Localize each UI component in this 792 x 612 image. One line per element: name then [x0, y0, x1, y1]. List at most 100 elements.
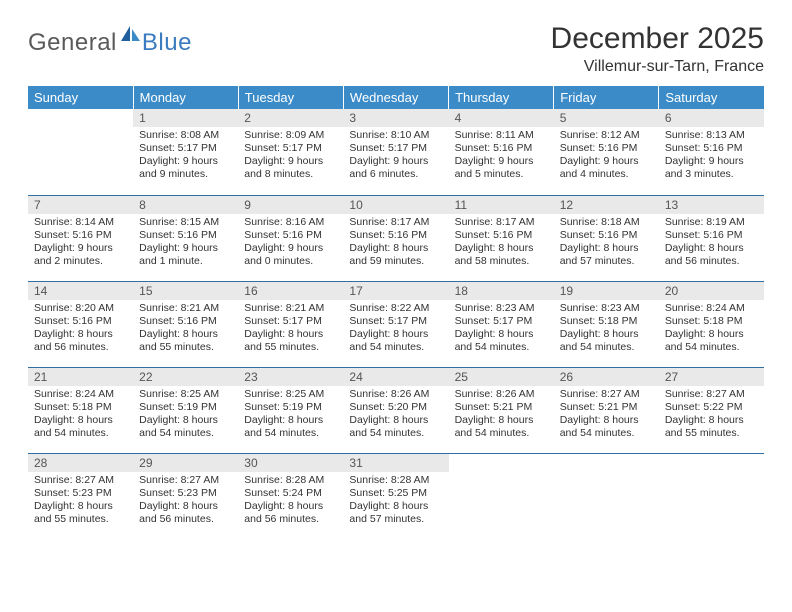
day-info: Sunrise: 8:09 AMSunset: 5:17 PMDaylight:… [238, 127, 343, 186]
sunrise-text: Sunrise: 8:20 AM [34, 302, 127, 315]
sunrise-text: Sunrise: 8:13 AM [665, 129, 758, 142]
daylight-text: Daylight: 8 hours and 56 minutes. [244, 500, 337, 526]
calendar-week-row: 7Sunrise: 8:14 AMSunset: 5:16 PMDaylight… [28, 195, 764, 281]
sunset-text: Sunset: 5:25 PM [349, 487, 442, 500]
sunset-text: Sunset: 5:17 PM [139, 142, 232, 155]
daylight-text: Daylight: 8 hours and 57 minutes. [349, 500, 442, 526]
col-wednesday: Wednesday [343, 86, 448, 109]
sunrise-text: Sunrise: 8:26 AM [455, 388, 548, 401]
daylight-text: Daylight: 8 hours and 54 minutes. [665, 328, 758, 354]
day-number: 21 [28, 368, 133, 386]
sunset-text: Sunset: 5:16 PM [139, 229, 232, 242]
sunrise-text: Sunrise: 8:24 AM [34, 388, 127, 401]
calendar-day-cell: 24Sunrise: 8:26 AMSunset: 5:20 PMDayligh… [343, 367, 448, 453]
sunset-text: Sunset: 5:18 PM [34, 401, 127, 414]
weekday-header-row: Sunday Monday Tuesday Wednesday Thursday… [28, 86, 764, 109]
col-thursday: Thursday [449, 86, 554, 109]
calendar-day-cell: 7Sunrise: 8:14 AMSunset: 5:16 PMDaylight… [28, 195, 133, 281]
daylight-text: Daylight: 8 hours and 58 minutes. [455, 242, 548, 268]
daylight-text: Daylight: 8 hours and 54 minutes. [455, 414, 548, 440]
daylight-text: Daylight: 8 hours and 55 minutes. [34, 500, 127, 526]
daylight-text: Daylight: 9 hours and 0 minutes. [244, 242, 337, 268]
day-info: Sunrise: 8:08 AMSunset: 5:17 PMDaylight:… [133, 127, 238, 186]
sunset-text: Sunset: 5:23 PM [139, 487, 232, 500]
sunrise-text: Sunrise: 8:21 AM [139, 302, 232, 315]
calendar-day-cell: 25Sunrise: 8:26 AMSunset: 5:21 PMDayligh… [449, 367, 554, 453]
day-number: 28 [28, 454, 133, 472]
day-info: Sunrise: 8:15 AMSunset: 5:16 PMDaylight:… [133, 214, 238, 273]
day-number: 14 [28, 282, 133, 300]
sunrise-text: Sunrise: 8:08 AM [139, 129, 232, 142]
daylight-text: Daylight: 8 hours and 56 minutes. [139, 500, 232, 526]
sunset-text: Sunset: 5:17 PM [244, 315, 337, 328]
sunrise-text: Sunrise: 8:10 AM [349, 129, 442, 142]
calendar-table: Sunday Monday Tuesday Wednesday Thursday… [28, 86, 764, 539]
sunset-text: Sunset: 5:16 PM [665, 142, 758, 155]
calendar-day-cell: 1Sunrise: 8:08 AMSunset: 5:17 PMDaylight… [133, 109, 238, 195]
day-number: 8 [133, 196, 238, 214]
day-number: 4 [449, 109, 554, 127]
sunset-text: Sunset: 5:21 PM [455, 401, 548, 414]
col-tuesday: Tuesday [238, 86, 343, 109]
calendar-day-cell: 30Sunrise: 8:28 AMSunset: 5:24 PMDayligh… [238, 453, 343, 539]
day-number: 22 [133, 368, 238, 386]
sunset-text: Sunset: 5:19 PM [139, 401, 232, 414]
day-number: 18 [449, 282, 554, 300]
sunrise-text: Sunrise: 8:24 AM [665, 302, 758, 315]
sunset-text: Sunset: 5:17 PM [455, 315, 548, 328]
day-info: Sunrise: 8:23 AMSunset: 5:18 PMDaylight:… [554, 300, 659, 359]
day-number: 24 [343, 368, 448, 386]
day-number: 9 [238, 196, 343, 214]
title-block: December 2025 Villemur-sur-Tarn, France [551, 22, 764, 76]
calendar-day-cell: 23Sunrise: 8:25 AMSunset: 5:19 PMDayligh… [238, 367, 343, 453]
sunset-text: Sunset: 5:21 PM [560, 401, 653, 414]
sunset-text: Sunset: 5:18 PM [560, 315, 653, 328]
day-number: 6 [659, 109, 764, 127]
sunrise-text: Sunrise: 8:09 AM [244, 129, 337, 142]
calendar-day-cell: 16Sunrise: 8:21 AMSunset: 5:17 PMDayligh… [238, 281, 343, 367]
sunrise-text: Sunrise: 8:17 AM [349, 216, 442, 229]
calendar-day-cell: 26Sunrise: 8:27 AMSunset: 5:21 PMDayligh… [554, 367, 659, 453]
location-label: Villemur-sur-Tarn, France [551, 58, 764, 76]
calendar-body: .1Sunrise: 8:08 AMSunset: 5:17 PMDayligh… [28, 109, 764, 539]
sunset-text: Sunset: 5:16 PM [560, 229, 653, 242]
daylight-text: Daylight: 9 hours and 2 minutes. [34, 242, 127, 268]
day-info: Sunrise: 8:12 AMSunset: 5:16 PMDaylight:… [554, 127, 659, 186]
daylight-text: Daylight: 8 hours and 54 minutes. [455, 328, 548, 354]
calendar-day-cell: 12Sunrise: 8:18 AMSunset: 5:16 PMDayligh… [554, 195, 659, 281]
calendar-day-cell: 6Sunrise: 8:13 AMSunset: 5:16 PMDaylight… [659, 109, 764, 195]
calendar-day-cell: 28Sunrise: 8:27 AMSunset: 5:23 PMDayligh… [28, 453, 133, 539]
day-number: 13 [659, 196, 764, 214]
day-number: 30 [238, 454, 343, 472]
sunrise-text: Sunrise: 8:27 AM [560, 388, 653, 401]
day-info: Sunrise: 8:23 AMSunset: 5:17 PMDaylight:… [449, 300, 554, 359]
day-info: Sunrise: 8:21 AMSunset: 5:17 PMDaylight:… [238, 300, 343, 359]
day-info: Sunrise: 8:10 AMSunset: 5:17 PMDaylight:… [343, 127, 448, 186]
day-number: 19 [554, 282, 659, 300]
sunset-text: Sunset: 5:24 PM [244, 487, 337, 500]
daylight-text: Daylight: 8 hours and 54 minutes. [560, 328, 653, 354]
page-header: General Blue December 2025 Villemur-sur-… [28, 22, 764, 76]
sunrise-text: Sunrise: 8:18 AM [560, 216, 653, 229]
brand-part2: Blue [142, 29, 192, 57]
calendar-day-cell: 22Sunrise: 8:25 AMSunset: 5:19 PMDayligh… [133, 367, 238, 453]
sunrise-text: Sunrise: 8:23 AM [455, 302, 548, 315]
daylight-text: Daylight: 8 hours and 54 minutes. [560, 414, 653, 440]
day-number: 17 [343, 282, 448, 300]
sunset-text: Sunset: 5:18 PM [665, 315, 758, 328]
sunrise-text: Sunrise: 8:16 AM [244, 216, 337, 229]
calendar-day-cell: 19Sunrise: 8:23 AMSunset: 5:18 PMDayligh… [554, 281, 659, 367]
day-number: 31 [343, 454, 448, 472]
calendar-day-cell: 4Sunrise: 8:11 AMSunset: 5:16 PMDaylight… [449, 109, 554, 195]
day-info: Sunrise: 8:17 AMSunset: 5:16 PMDaylight:… [449, 214, 554, 273]
calendar-day-cell: 21Sunrise: 8:24 AMSunset: 5:18 PMDayligh… [28, 367, 133, 453]
day-info: Sunrise: 8:27 AMSunset: 5:22 PMDaylight:… [659, 386, 764, 445]
daylight-text: Daylight: 8 hours and 55 minutes. [139, 328, 232, 354]
calendar-day-cell: 14Sunrise: 8:20 AMSunset: 5:16 PMDayligh… [28, 281, 133, 367]
day-info: Sunrise: 8:28 AMSunset: 5:24 PMDaylight:… [238, 472, 343, 531]
brand-part1: General [28, 29, 117, 57]
daylight-text: Daylight: 8 hours and 55 minutes. [244, 328, 337, 354]
day-number: 12 [554, 196, 659, 214]
day-info: Sunrise: 8:20 AMSunset: 5:16 PMDaylight:… [28, 300, 133, 359]
day-number: 2 [238, 109, 343, 127]
